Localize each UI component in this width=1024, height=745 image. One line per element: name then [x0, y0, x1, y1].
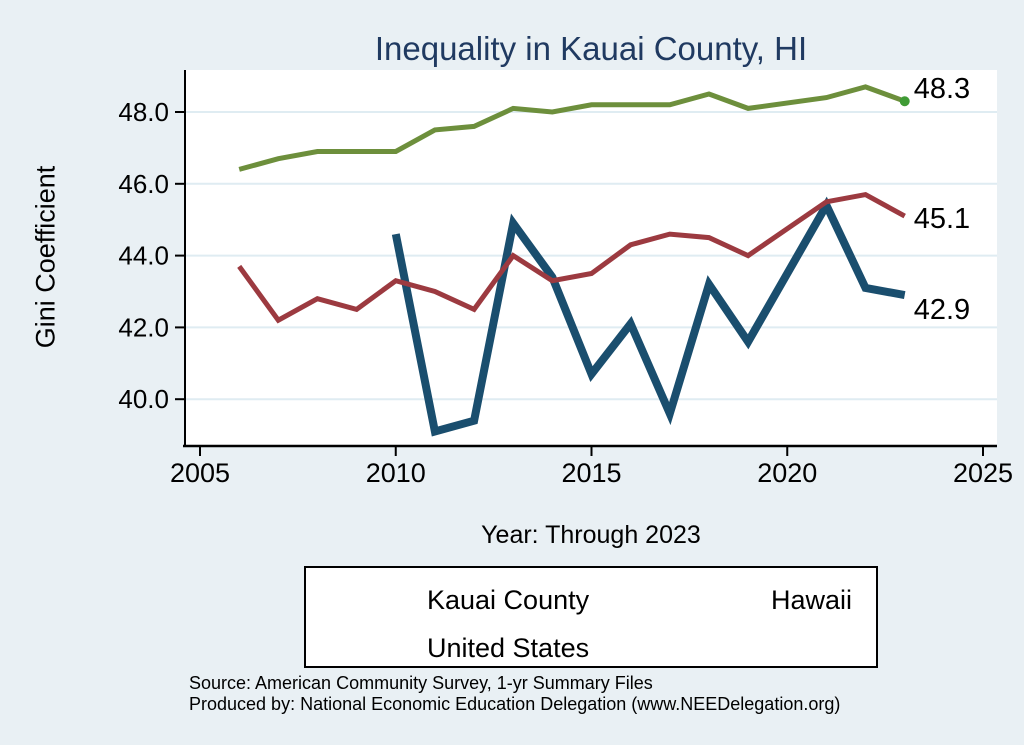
y-axis-title: Gini Coefficient: [30, 165, 61, 349]
legend: Kauai County Hawaii United States: [304, 566, 878, 668]
produced-by-note: Produced by: National Economic Education…: [189, 694, 841, 714]
legend-label-united-states: United States: [427, 633, 590, 663]
legend-swatch-hawaii: [660, 597, 754, 603]
source-note: Source: American Community Survey, 1-yr …: [189, 673, 653, 693]
end-value-label-hawaii: 45.1: [914, 203, 970, 235]
legend-label-kauai-county: Kauai County: [427, 585, 590, 615]
end-value-label-united-states: 48.3: [914, 73, 970, 105]
x-tick-label: 2010: [366, 458, 426, 488]
plot-area: [185, 70, 997, 446]
legend-swatch-united-states: [316, 644, 410, 650]
x-tick-label: 2025: [953, 458, 1013, 488]
x-tick-label: 2015: [561, 458, 621, 488]
y-tick-label: 40.0: [118, 384, 169, 414]
y-tick-label: 46.0: [118, 169, 169, 199]
chart-title: Inequality in Kauai County, HI: [374, 30, 808, 67]
x-tick-label: 2005: [170, 458, 230, 488]
legend-swatch-kauai-county: [316, 595, 410, 605]
end-value-label-kauai-county: 42.9: [914, 294, 970, 326]
x-tick-label: 2020: [757, 458, 817, 488]
series-end-marker-united-states: [899, 96, 910, 107]
y-tick-label: 48.0: [118, 97, 169, 127]
y-tick-label: 42.0: [118, 312, 169, 342]
legend-label-hawaii: Hawaii: [771, 585, 853, 615]
series-line-kauai-county: [391, 196, 906, 437]
footer-notes: Source: American Community Survey, 1-yr …: [189, 673, 840, 715]
y-tick-label: 44.0: [118, 241, 169, 271]
series-line-hawaii: [237, 191, 906, 324]
series-line-united-states: [238, 84, 906, 172]
x-axis-title: Year: Through 2023: [481, 521, 701, 549]
